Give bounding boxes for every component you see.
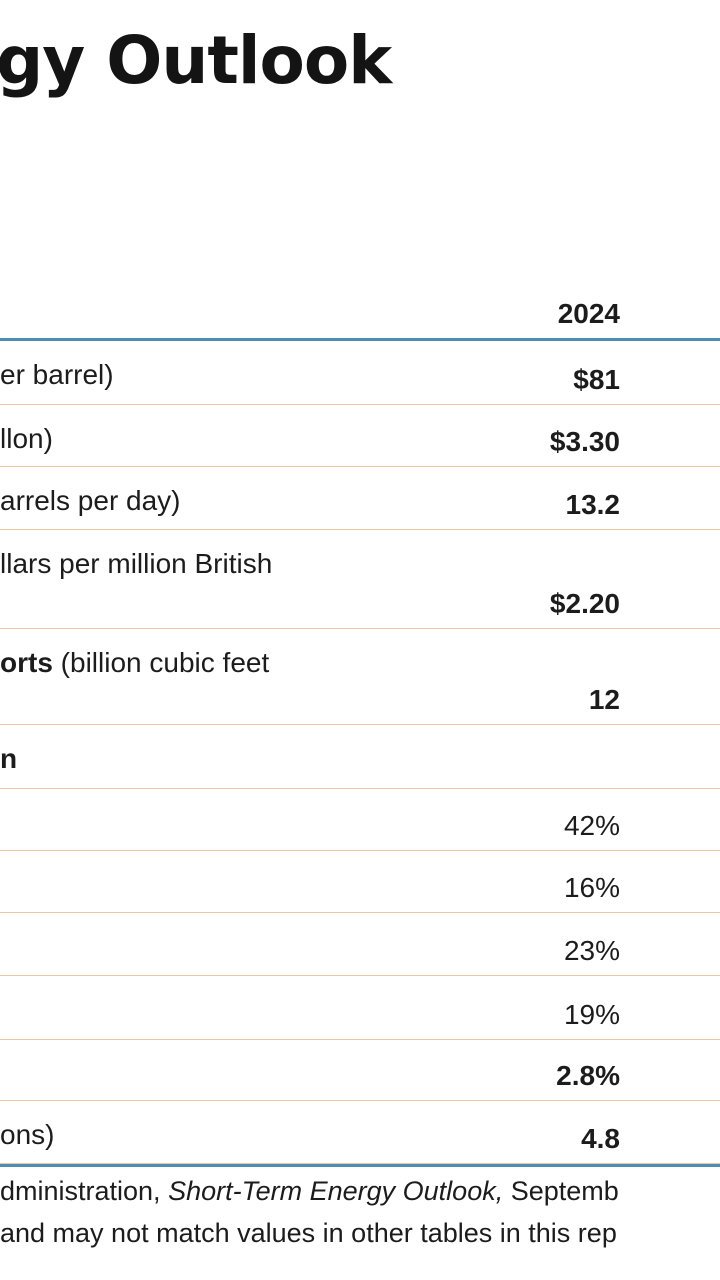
- table-row: er barrel) $81: [0, 341, 720, 405]
- row-label: orts (billion cubic feet: [0, 639, 560, 687]
- row-label: er barrel): [0, 351, 560, 399]
- row-value: 42%: [563, 810, 620, 841]
- row-label-bold: orts: [0, 647, 53, 678]
- row-value: 16%: [563, 872, 620, 903]
- table-row: arrels per day) 13.2: [0, 467, 720, 530]
- table-row: 19%: [0, 976, 720, 1040]
- table-row: n: [0, 725, 720, 789]
- row-label: llon): [0, 415, 560, 463]
- footnote-report-title: Short-Term Energy Outlook,: [168, 1176, 504, 1206]
- footnote-line-2: and may not match values in other tables…: [0, 1218, 617, 1248]
- table-row: 16%: [0, 851, 720, 913]
- row-label-text: (billion cubic feet: [52, 647, 270, 678]
- footnote-source-prefix: dministration,: [0, 1176, 169, 1206]
- row-value: $3.30: [549, 426, 620, 457]
- row-value: 4.8: [581, 1123, 620, 1154]
- table-row: llars per million British $2.20: [0, 530, 720, 629]
- table-body: er barrel) $81 llon) $3.30 arrels per day) 13…: [0, 341, 720, 1164]
- row-label-text: llon): [0, 423, 53, 454]
- footnote-line-1: dministration, Short-Term Energy Outlook…: [0, 1170, 720, 1212]
- bottom-divider: [0, 1164, 720, 1167]
- footnote-date: Septemb: [503, 1176, 619, 1206]
- page-title: gy Outlook: [0, 22, 392, 99]
- row-label-text: arrels per day): [0, 485, 181, 516]
- year-column-header: 2024: [557, 298, 620, 329]
- header-divider: [0, 338, 720, 341]
- row-label-text: ons): [0, 1119, 55, 1150]
- row-label: llars per million British: [0, 540, 560, 588]
- row-value: $2.20: [549, 588, 620, 619]
- row-label: arrels per day): [0, 477, 560, 525]
- table-row: orts (billion cubic feet 12: [0, 629, 720, 725]
- row-value: 23%: [563, 935, 620, 966]
- source-footnote: dministration, Short-Term Energy Outlook…: [0, 1170, 720, 1254]
- row-value: $81: [573, 364, 620, 395]
- row-label: n: [0, 735, 560, 783]
- row-label-bold: n: [0, 743, 18, 774]
- row-label: ons): [0, 1111, 560, 1159]
- table-row: llon) $3.30: [0, 405, 720, 467]
- outlook-table: 2024 er barrel) $81 llon) $3.30 arrels per d…: [0, 290, 720, 1167]
- table-header: 2024: [0, 290, 720, 338]
- table-row: 2.8%: [0, 1040, 720, 1101]
- row-value: 19%: [563, 999, 620, 1030]
- row-label-text: er barrel): [0, 359, 114, 390]
- row-label-text: llars per million British: [0, 548, 273, 579]
- row-value: 2.8%: [556, 1060, 620, 1091]
- table-row: 23%: [0, 913, 720, 976]
- table-row: 42%: [0, 789, 720, 851]
- row-value: 12: [588, 684, 620, 715]
- row-value: 13.2: [565, 489, 621, 520]
- table-row: ons) 4.8: [0, 1101, 720, 1164]
